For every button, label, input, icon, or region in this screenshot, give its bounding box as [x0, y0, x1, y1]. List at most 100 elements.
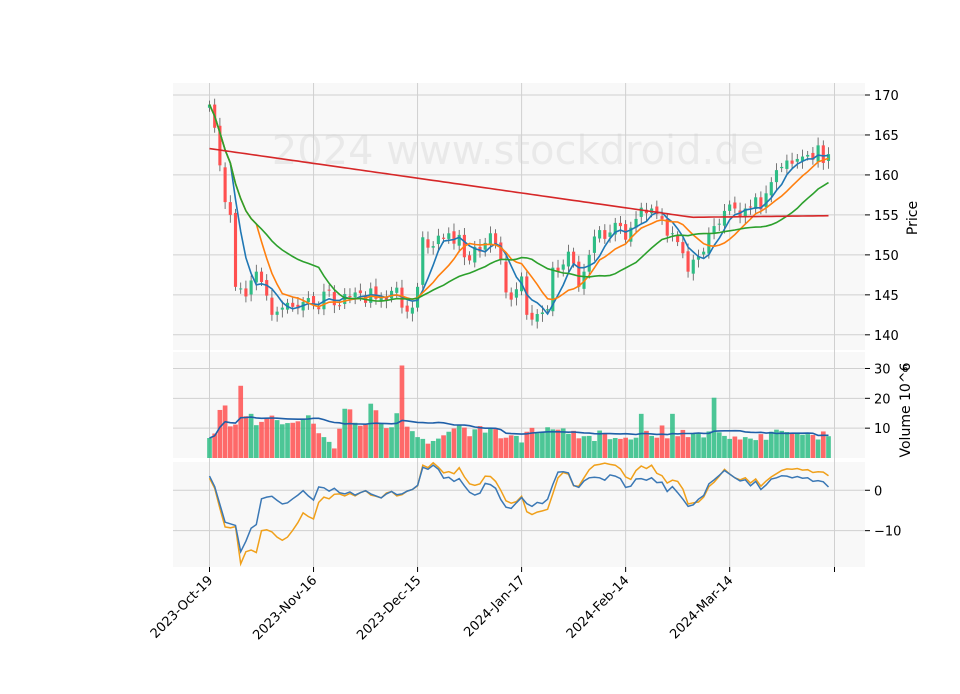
price-candle: [774, 163, 779, 190]
volume-bar: [768, 431, 774, 458]
volume-y-tick-label: 20: [874, 392, 891, 407]
price-candle: [275, 306, 279, 322]
candle-body: [681, 242, 685, 254]
price-y-tick-label: 165: [874, 129, 899, 144]
price-candle: [780, 162, 784, 173]
candle-body: [379, 297, 383, 301]
volume-bar: [800, 434, 805, 458]
volume-bar: [410, 431, 415, 458]
candle-body: [639, 207, 643, 217]
candle-body: [306, 298, 310, 303]
price-candle: [244, 280, 248, 303]
volume-bar: [742, 437, 748, 458]
candle-body: [228, 202, 232, 215]
volume-bar: [550, 429, 556, 458]
price-candle: [712, 218, 716, 240]
price-candle: [655, 200, 659, 220]
volume-bar: [253, 425, 259, 458]
candle-body: [587, 254, 591, 272]
candle-body: [754, 197, 758, 209]
price-candle: [426, 231, 430, 254]
indicator-blue-line: [208, 464, 830, 555]
candle-body: [696, 256, 701, 260]
candle-body: [327, 289, 331, 291]
volume-bar: [597, 430, 602, 458]
price-candle: [228, 195, 232, 223]
candle-body: [249, 280, 253, 295]
candle-body: [618, 222, 622, 227]
price-candle: [249, 275, 253, 302]
candle-body: [613, 222, 617, 235]
candle-body: [686, 251, 690, 272]
price-candle: [691, 254, 695, 281]
price-candle: [811, 147, 815, 165]
volume-bar: [779, 430, 785, 458]
volume-bar: [820, 431, 826, 458]
price-candle: [748, 199, 753, 215]
price-candle: [639, 202, 643, 224]
volume-bar: [285, 423, 290, 458]
volume-bar: [212, 433, 218, 458]
volume-bar: [243, 416, 249, 458]
candle-body: [665, 218, 669, 236]
candle-body: [577, 261, 581, 287]
candle-body: [764, 193, 768, 208]
candle-body: [426, 239, 430, 248]
price-candle: [800, 149, 805, 169]
price-candle: [728, 200, 732, 215]
price-candle: [504, 253, 508, 299]
volume-bar: [732, 436, 738, 458]
volume-bar: [529, 427, 535, 458]
price-candle: [702, 247, 706, 259]
candle-body: [499, 242, 503, 260]
price-candle: [717, 218, 721, 231]
volume-bar: [238, 385, 244, 458]
volume-bar: [207, 438, 212, 458]
volume-bar: [592, 440, 597, 458]
candle-body: [343, 294, 347, 305]
candle-body: [291, 302, 295, 307]
price-candle: [696, 249, 701, 268]
price-candle: [311, 292, 316, 310]
candle-body: [504, 261, 508, 293]
volume-bar: [654, 437, 660, 458]
volume-bar: [347, 409, 353, 458]
volume-bar: [524, 431, 530, 458]
volume-bar: [305, 415, 311, 458]
sma-blue-line: [208, 104, 829, 316]
candle-body: [223, 167, 227, 203]
candle-body: [592, 236, 596, 253]
volume-bar: [659, 425, 665, 458]
volume-bar: [321, 437, 327, 458]
candle-body: [790, 160, 794, 164]
price-candle: [317, 301, 321, 315]
candle-body: [598, 230, 602, 239]
price-candle: [488, 226, 492, 253]
volume-bar: [358, 425, 363, 458]
volume-bar: [571, 430, 576, 458]
volume-axis-label: Volume 10^6: [898, 362, 914, 457]
volume-bar: [441, 435, 446, 458]
volume-bar: [446, 431, 452, 458]
volume-y-tick-label: 10: [874, 422, 891, 437]
volume-bar: [436, 438, 441, 458]
price-candle: [218, 117, 222, 172]
indicator-panel-bg: [173, 462, 865, 567]
volume-bar: [404, 426, 410, 458]
candle-body: [457, 234, 461, 246]
price-candle: [223, 162, 227, 209]
candle-body: [738, 210, 742, 218]
volume-bar: [789, 433, 795, 458]
candle-body: [795, 158, 799, 162]
candle-body: [806, 154, 810, 157]
candle-body: [239, 288, 243, 290]
volume-bar: [545, 427, 550, 458]
volume-bar: [514, 435, 519, 458]
price-candle: [660, 208, 664, 225]
candle-body: [275, 311, 279, 315]
volume-bar: [279, 424, 285, 458]
volume-bar: [227, 426, 233, 458]
volume-bar: [472, 429, 478, 458]
candle-body: [748, 206, 753, 208]
sma-green-line: [208, 104, 829, 302]
